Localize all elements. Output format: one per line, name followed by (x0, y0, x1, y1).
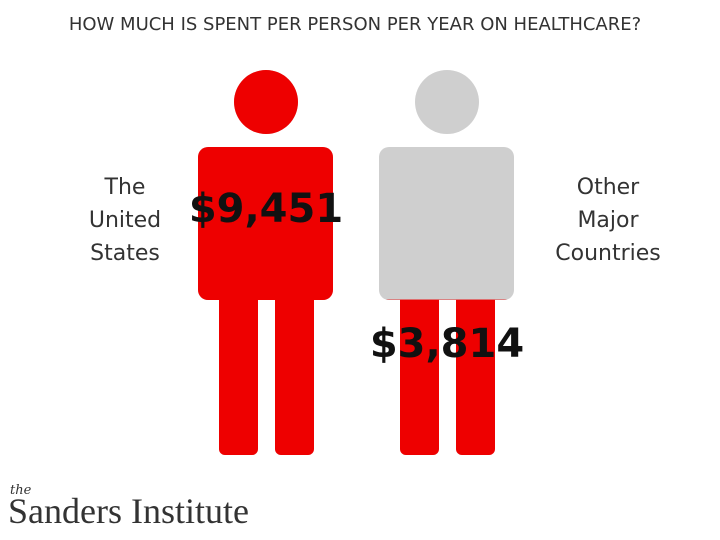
logo-name: Sanders Institute (8, 491, 249, 531)
figure-fill (386, 299, 507, 455)
chart-title: HOW MUCH IS SPENT PER PERSON PER YEAR ON… (69, 14, 641, 35)
figure-head (234, 70, 298, 134)
figure-fill (198, 70, 333, 455)
figure-leg (456, 299, 495, 455)
category-label: Other Major Countries (555, 175, 661, 266)
category-label: The United States (88, 175, 162, 266)
figure-body (379, 147, 514, 300)
figure-head (415, 70, 479, 134)
value-label: $3,814 (370, 321, 524, 367)
logo-prefix: the (10, 483, 32, 498)
figure-leg (275, 290, 314, 455)
figure-leg (400, 299, 439, 455)
figure-body (198, 147, 333, 300)
value-label: $9,451 (189, 186, 343, 232)
figure-leg (219, 290, 258, 455)
